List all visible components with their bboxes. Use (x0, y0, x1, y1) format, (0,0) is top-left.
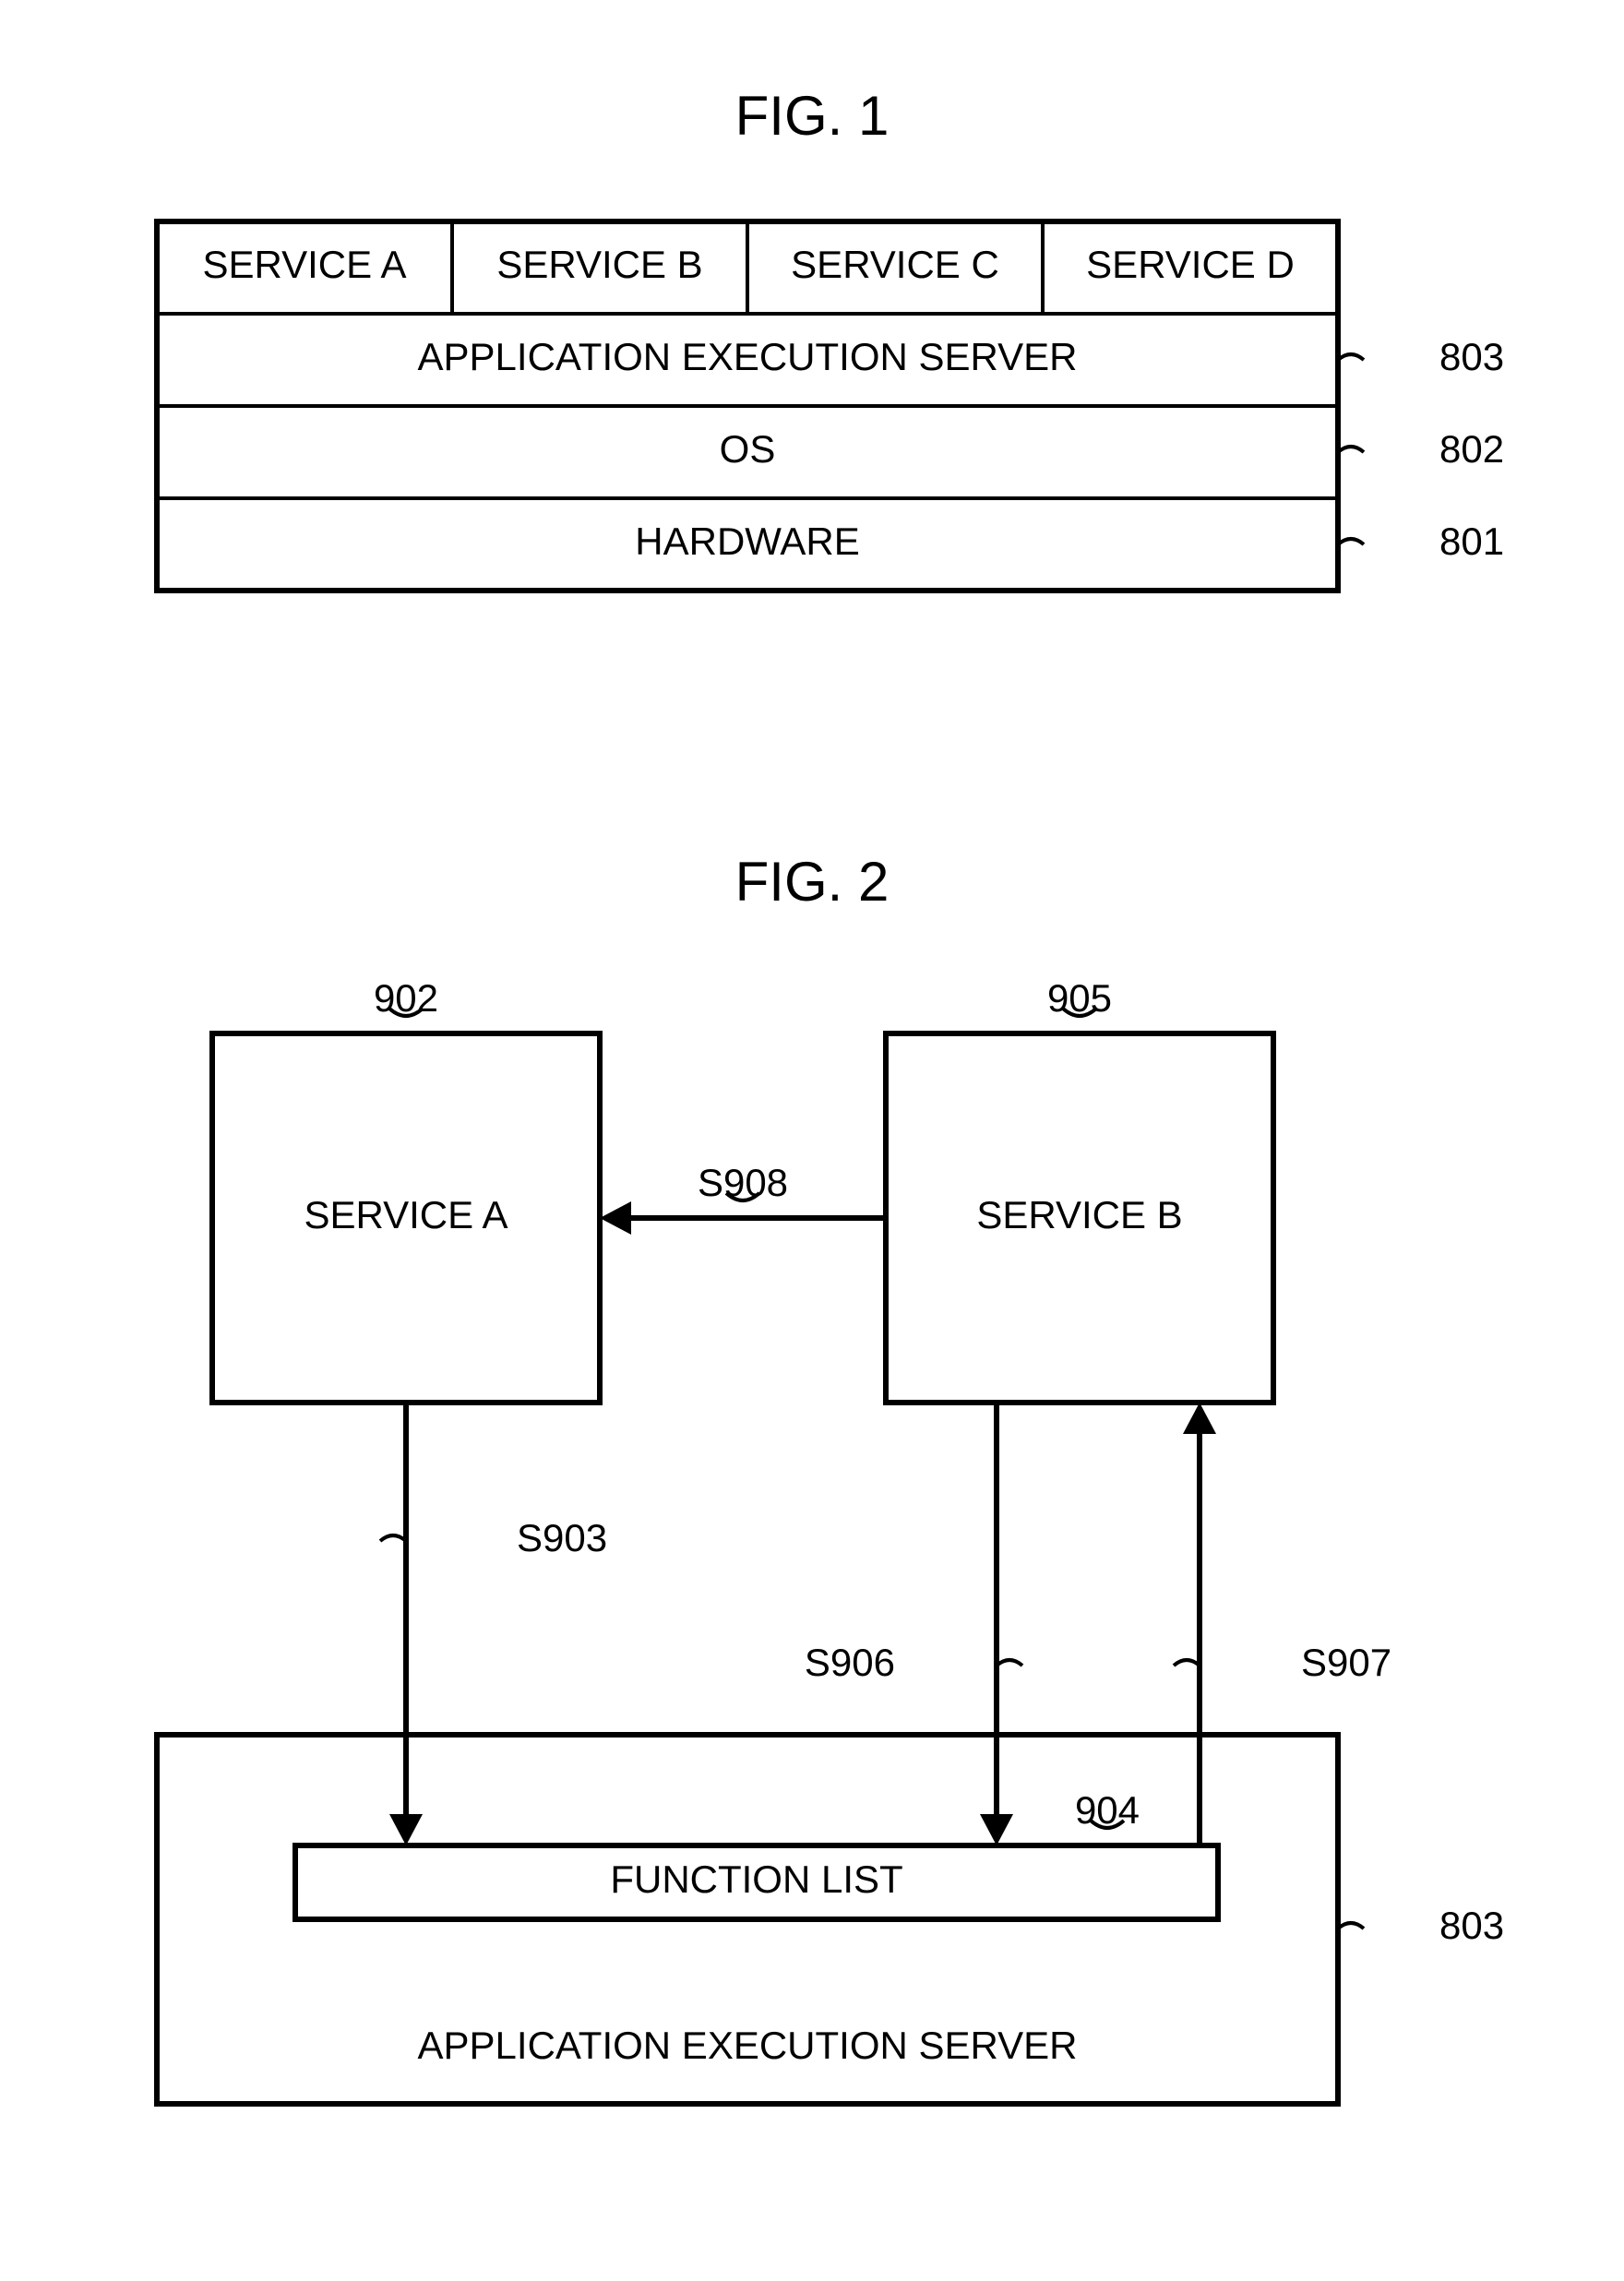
fig2-function-list-label: FUNCTION LIST (610, 1857, 902, 1901)
arrow-head (1183, 1403, 1216, 1434)
fig2-ref-s908: S908 (698, 1161, 788, 1204)
fig2-ref-s903: S903 (517, 1516, 607, 1559)
fig1-service-label: SERVICE D (1086, 243, 1295, 286)
fig1-service-label: SERVICE A (203, 243, 407, 286)
fig2-service-b-label: SERVICE B (976, 1193, 1182, 1236)
ref-tick (1174, 1660, 1200, 1666)
fig2-ref-904: 904 (1075, 1788, 1140, 1832)
fig2-ref-s907: S907 (1301, 1641, 1391, 1684)
fig2-title: FIG. 2 (735, 851, 890, 913)
fig1-row-label: OS (720, 427, 776, 471)
fig2-server-label: APPLICATION EXECUTION SERVER (418, 2024, 1078, 2067)
ref-tick (1338, 354, 1364, 360)
arrow-head (389, 1814, 423, 1845)
fig1-ref-label: 802 (1439, 427, 1504, 471)
fig1-service-label: SERVICE B (496, 243, 702, 286)
ref-tick (1338, 1923, 1364, 1929)
fig2-ref-905: 905 (1047, 976, 1112, 1020)
fig1-row-label: HARDWARE (635, 519, 859, 563)
fig1-ref-label: 801 (1439, 519, 1504, 563)
fig1-title: FIG. 1 (735, 85, 890, 147)
ref-tick (1338, 447, 1364, 452)
fig2-ref-902: 902 (374, 976, 438, 1020)
ref-tick (997, 1660, 1022, 1666)
arrow-head (980, 1814, 1013, 1845)
fig1-service-label: SERVICE C (791, 243, 999, 286)
fig2-service-a-label: SERVICE A (304, 1193, 508, 1236)
fig1-ref-label: 803 (1439, 335, 1504, 378)
fig2-ref-803: 803 (1439, 1904, 1504, 1947)
fig2-ref-s906: S906 (805, 1641, 895, 1684)
ref-tick (1338, 539, 1364, 544)
arrow-head (600, 1201, 631, 1235)
fig1-row-label: APPLICATION EXECUTION SERVER (418, 335, 1078, 378)
ref-tick (380, 1535, 406, 1541)
